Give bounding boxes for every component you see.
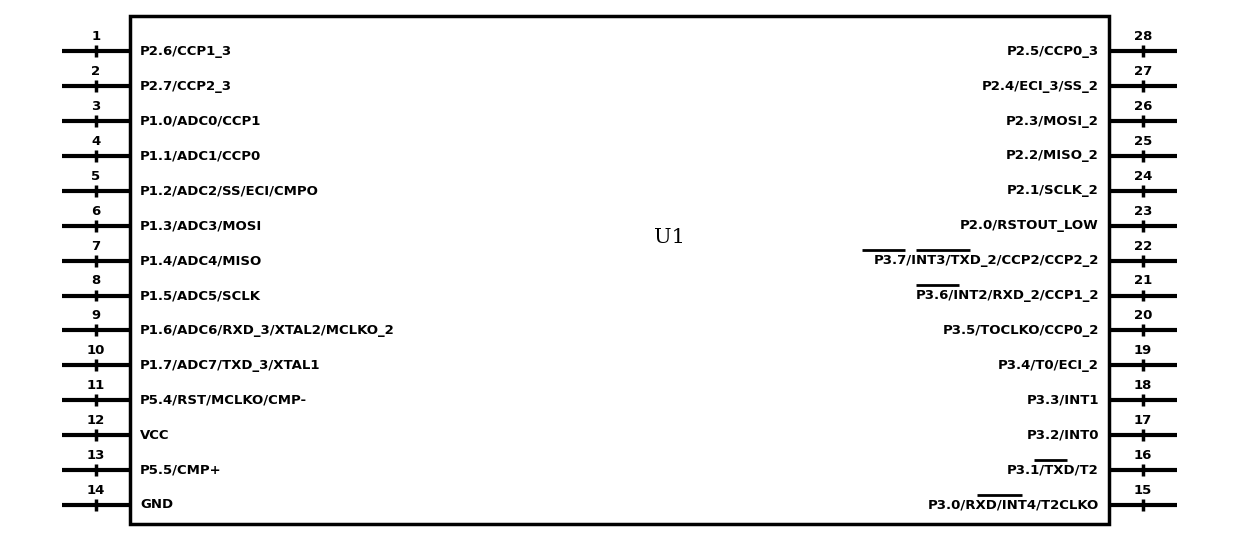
Text: P1.7/ADC7/TXD_3/XTAL1: P1.7/ADC7/TXD_3/XTAL1 [140,359,321,372]
Text: P1.1/ADC1/CCP0: P1.1/ADC1/CCP0 [140,150,261,163]
Text: P1.0/ADC0/CCP1: P1.0/ADC0/CCP1 [140,114,261,127]
Text: P3.2/INT0: P3.2/INT0 [1026,429,1099,442]
Text: 12: 12 [87,414,105,427]
Text: 24: 24 [1134,170,1152,183]
Text: 7: 7 [92,240,100,253]
Text: 15: 15 [1134,484,1152,497]
Text: 3: 3 [92,100,100,113]
Text: P2.0/RSTOUT_LOW: P2.0/RSTOUT_LOW [960,219,1099,232]
Text: 19: 19 [1134,344,1152,357]
Text: P1.3/ADC3/MOSI: P1.3/ADC3/MOSI [140,219,263,232]
Text: 9: 9 [92,309,100,322]
Text: 1: 1 [92,30,100,43]
Text: P5.5/CMP+: P5.5/CMP+ [140,463,222,476]
Text: P2.1/SCLK_2: P2.1/SCLK_2 [1007,184,1099,197]
Text: 25: 25 [1134,135,1152,148]
Text: P1.6/ADC6/RXD_3/XTAL2/MCLKO_2: P1.6/ADC6/RXD_3/XTAL2/MCLKO_2 [140,324,395,337]
Text: VCC: VCC [140,429,170,442]
Text: 11: 11 [87,379,105,392]
Text: 27: 27 [1134,65,1152,78]
Text: P1.5/ADC5/SCLK: P1.5/ADC5/SCLK [140,289,261,302]
Text: 28: 28 [1134,30,1152,43]
Text: GND: GND [140,498,173,511]
Text: P3.6/INT2/RXD_2/CCP1_2: P3.6/INT2/RXD_2/CCP1_2 [916,289,1099,302]
Text: 18: 18 [1134,379,1152,392]
Text: P1.4/ADC4/MISO: P1.4/ADC4/MISO [140,254,263,267]
Text: P5.4/RST/MCLKO/CMP-: P5.4/RST/MCLKO/CMP- [140,394,307,407]
Text: P3.7/INT3/TXD_2/CCP2/CCP2_2: P3.7/INT3/TXD_2/CCP2/CCP2_2 [873,254,1099,267]
Text: P3.0/RXD/INT4/T2CLKO: P3.0/RXD/INT4/T2CLKO [928,498,1099,511]
Text: P3.4/T0/ECI_2: P3.4/T0/ECI_2 [999,359,1099,372]
Text: 5: 5 [92,170,100,183]
Text: 16: 16 [1134,449,1152,462]
Text: P2.2/MISO_2: P2.2/MISO_2 [1006,150,1099,163]
Text: 22: 22 [1134,240,1152,253]
Text: P2.4/ECI_3/SS_2: P2.4/ECI_3/SS_2 [983,80,1099,93]
Text: 10: 10 [87,344,105,357]
Text: 13: 13 [87,449,105,462]
Text: 17: 17 [1134,414,1152,427]
Text: U1: U1 [653,228,685,247]
Text: 6: 6 [92,205,100,218]
Text: 4: 4 [92,135,100,148]
Text: P1.2/ADC2/SS/ECI/CMPO: P1.2/ADC2/SS/ECI/CMPO [140,184,318,197]
Text: 26: 26 [1134,100,1152,113]
Text: P2.5/CCP0_3: P2.5/CCP0_3 [1007,45,1099,58]
Text: P3.5/TOCLKO/CCP0_2: P3.5/TOCLKO/CCP0_2 [943,324,1099,337]
Text: 21: 21 [1134,274,1152,287]
Text: 14: 14 [87,484,105,497]
Text: P2.3/MOSI_2: P2.3/MOSI_2 [1006,114,1099,127]
Text: P3.1/TXD/T2: P3.1/TXD/T2 [1007,463,1099,476]
Text: 23: 23 [1134,205,1152,218]
Bar [130,16,1109,524]
Text: P2.6/CCP1_3: P2.6/CCP1_3 [140,45,232,58]
Text: 20: 20 [1134,309,1152,322]
Text: 8: 8 [92,274,100,287]
Text: P2.7/CCP2_3: P2.7/CCP2_3 [140,80,232,93]
Text: P3.3/INT1: P3.3/INT1 [1026,394,1099,407]
Text: 2: 2 [92,65,100,78]
